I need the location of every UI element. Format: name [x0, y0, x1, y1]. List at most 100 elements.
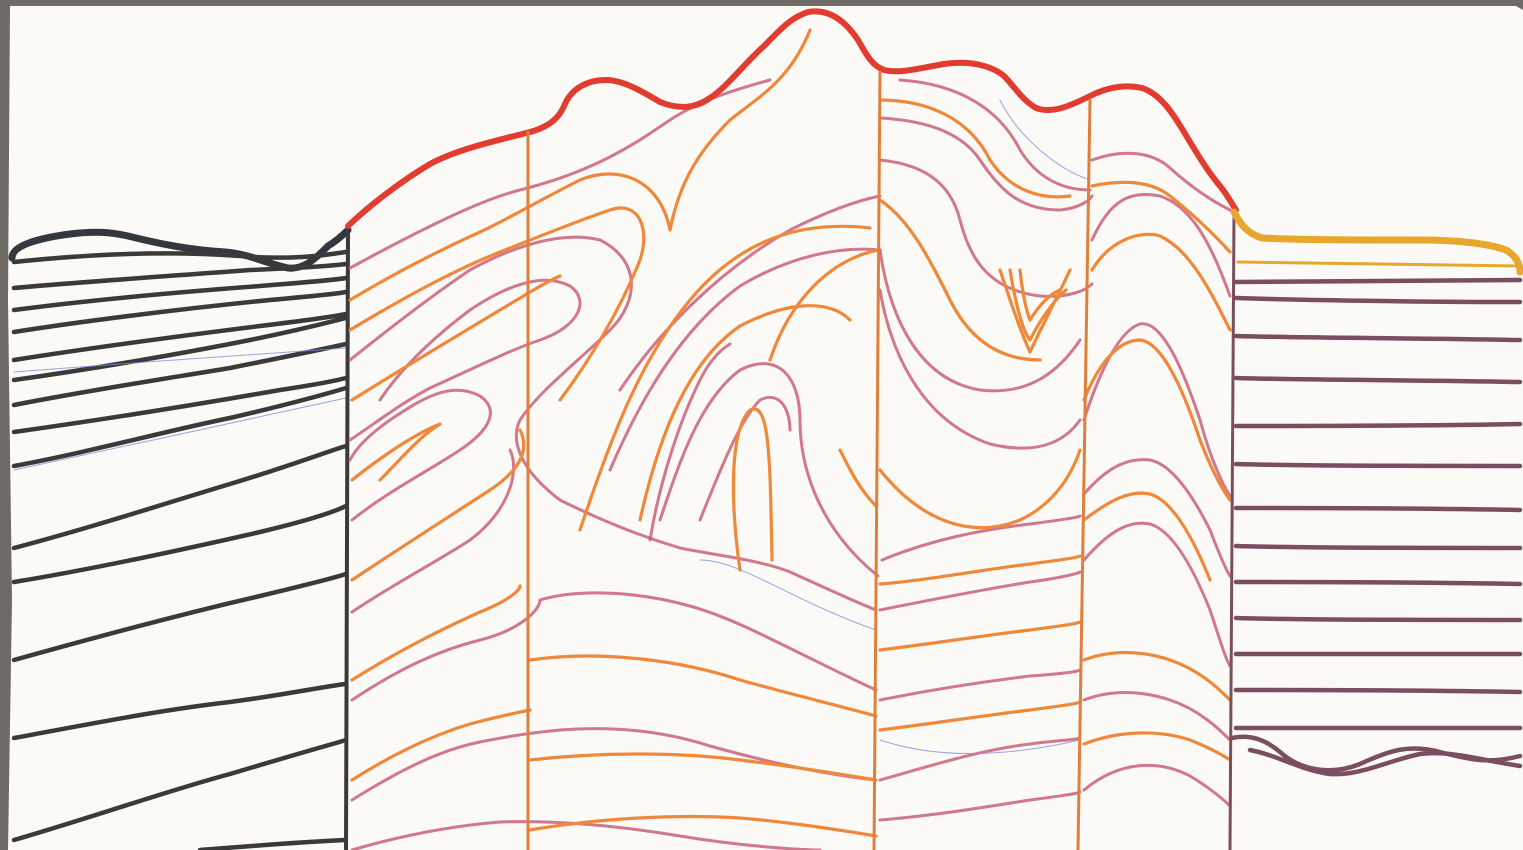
center-pink-layer [878, 736, 1082, 782]
center-pink-layer [350, 591, 878, 702]
construction-line [13, 397, 347, 471]
center-pink-layer [608, 247, 882, 472]
left-block-topography [8, 226, 352, 272]
right-wavy-layer [1247, 747, 1523, 777]
center-orange-layer [578, 224, 872, 532]
center-pink-layer [348, 388, 492, 522]
right-block [1229, 208, 1523, 777]
center-pink-layer [878, 288, 1082, 450]
right-block-topography-lower [1236, 260, 1522, 268]
fault-2 [872, 70, 882, 850]
center-orange-layer [878, 448, 1082, 530]
center-pink-layer [348, 278, 582, 442]
left-layer [11, 503, 349, 585]
left-layer [11, 311, 349, 363]
center-pink-layer [878, 248, 1082, 393]
center-pink-layer [878, 790, 1082, 822]
left-layer [11, 275, 349, 313]
center-orange-layer [638, 304, 852, 522]
center-orange-layer [768, 248, 880, 362]
left-layer [11, 681, 349, 741]
left-layer [11, 289, 349, 335]
center-orange-layer [878, 98, 1072, 199]
center-pink-layer [1082, 763, 1232, 808]
left-layer [11, 385, 349, 469]
left-layer [11, 737, 349, 843]
center-orange-layer [878, 198, 1042, 362]
center-pink-layer [878, 570, 1082, 612]
right-layer [1233, 421, 1523, 429]
right-layer [1233, 687, 1523, 695]
center-orange-layer [528, 752, 878, 782]
center-pink-layer [658, 362, 880, 578]
left-layer [197, 837, 349, 850]
left-layer [11, 571, 349, 663]
center-orange-layer [1090, 232, 1232, 332]
center-pink-layer [878, 158, 1094, 298]
center-pink-layer [878, 668, 1082, 702]
center-orange-layer [1082, 650, 1232, 702]
center-orange-layer [1082, 731, 1232, 762]
center-pink-layer [698, 395, 792, 522]
right-layer [1233, 505, 1523, 513]
fault-set [526, 70, 1092, 850]
center-orange-layer [1008, 268, 1068, 342]
center-orange-layer [1018, 268, 1062, 322]
center-pink-layer [878, 116, 1094, 212]
center-orange-layer [348, 206, 646, 402]
center-pink-layer [350, 448, 516, 614]
left-layer [11, 443, 349, 551]
construction-line [999, 99, 1091, 181]
right-layer [1233, 333, 1523, 343]
center-orange-layer [350, 428, 526, 582]
right-layer [1233, 277, 1523, 285]
center-orange-layer [878, 700, 1082, 732]
center-pink-layer [880, 514, 1082, 562]
left-layer [11, 375, 349, 435]
left-layer [11, 261, 349, 291]
left-layer [11, 249, 349, 265]
right-layer [1233, 461, 1523, 469]
center-block-topography [345, 8, 1239, 229]
right-block-topography [1230, 208, 1523, 276]
construction-line [699, 559, 877, 631]
center-orange-layer [350, 274, 562, 402]
fault-3 [1076, 98, 1092, 850]
center-pink-layer [1082, 691, 1232, 742]
center-orange-layer [1082, 491, 1212, 582]
center-orange-layer [1082, 338, 1232, 502]
center-pink-layer [898, 78, 1092, 192]
right-layer [1233, 615, 1523, 623]
center-orange-layer [731, 407, 774, 572]
left-block [8, 226, 352, 850]
right-layer [1233, 543, 1523, 551]
center-pink-layer [618, 194, 882, 392]
center-orange-layer [878, 620, 1082, 652]
center-pink-layer [1090, 192, 1232, 298]
center-orange-layer [1090, 180, 1232, 254]
center-block [345, 8, 1239, 850]
right-layer [1233, 295, 1523, 305]
center-orange-layer [350, 422, 442, 482]
center-pink-layer [1082, 521, 1232, 668]
center-orange-layer [878, 554, 1082, 586]
center-orange-layer [350, 708, 532, 782]
center-orange-layer [838, 448, 878, 508]
center-orange-layer [348, 28, 812, 302]
right-layer [1233, 579, 1523, 587]
construction-line [13, 347, 347, 373]
center-pink-layer [350, 727, 878, 802]
center-pink-layer [648, 342, 732, 542]
construction-line [879, 739, 1081, 755]
left-layer [11, 315, 349, 383]
center-pink-layer [1082, 458, 1232, 578]
center-orange-layer [528, 814, 878, 838]
right-layer [1233, 375, 1523, 385]
boundary-right [1228, 212, 1236, 850]
boundary-left [344, 228, 350, 850]
center-orange-layer [350, 584, 522, 682]
center-pink-layer [1090, 151, 1232, 212]
center-orange-layer [528, 654, 878, 718]
